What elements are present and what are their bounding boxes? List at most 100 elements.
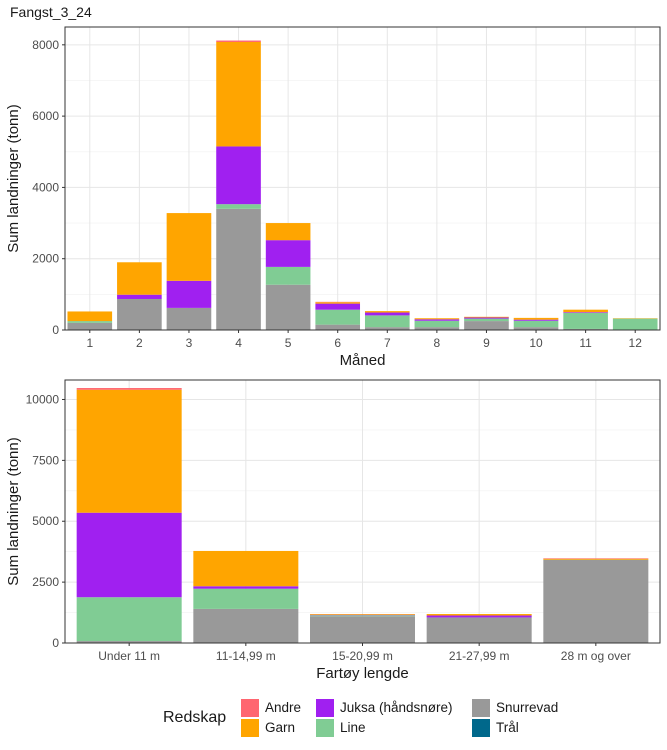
bar-segment xyxy=(117,262,162,295)
x-tick-label: 8 xyxy=(434,336,441,350)
bar-segment xyxy=(364,312,410,316)
x-axis-title: Fartøy lengde xyxy=(316,665,409,682)
bar-segment xyxy=(166,307,212,330)
x-tick-label: 5 xyxy=(285,336,292,350)
bar-segment xyxy=(414,318,460,320)
y-tick-label: 8000 xyxy=(32,38,59,52)
x-tick-label: 9 xyxy=(483,336,490,350)
bar-segment xyxy=(364,315,410,328)
bar-segment xyxy=(193,586,299,589)
bar-segment xyxy=(76,597,182,642)
y-tick-label: 2000 xyxy=(32,252,59,266)
bar-segment xyxy=(76,389,182,513)
bar-segment xyxy=(513,327,559,330)
x-axis-title: Måned xyxy=(340,352,386,369)
bar-segment xyxy=(364,327,410,330)
legend-swatch xyxy=(316,719,334,737)
bar-segment xyxy=(265,284,311,330)
legend-swatch xyxy=(241,719,259,737)
bar-segment xyxy=(464,318,509,322)
y-tick-label: 10000 xyxy=(26,392,60,406)
bar-segment xyxy=(76,641,182,643)
bar-segment xyxy=(513,317,559,320)
bar-segment xyxy=(426,617,532,643)
bar-segment xyxy=(193,588,299,609)
bar-segment xyxy=(166,213,212,281)
bar-segment xyxy=(464,317,509,319)
bar-segment xyxy=(166,280,212,308)
y-axis-title: Sum landninger (tonn) xyxy=(5,104,22,252)
bar-segment xyxy=(563,328,608,330)
legend-label: Line xyxy=(340,720,366,735)
y-tick-label: 7500 xyxy=(32,453,59,467)
bar-segment xyxy=(265,240,311,267)
figure-title: Fangst_3_24 xyxy=(10,4,92,20)
bar-segment xyxy=(315,309,361,325)
legend-label: Andre xyxy=(265,700,301,715)
bar-segment xyxy=(216,40,261,42)
bar-segment xyxy=(513,319,559,321)
x-tick-label: 28 m og over xyxy=(561,649,631,663)
bar-segment xyxy=(117,294,162,299)
legend-swatch xyxy=(472,719,490,737)
legend-label: Snurrevad xyxy=(496,700,558,715)
y-axis-title: Sum landninger (tonn) xyxy=(5,437,22,585)
bar-segment xyxy=(364,311,410,313)
x-tick-label: 3 xyxy=(186,336,193,350)
plot-background xyxy=(65,27,660,330)
x-tick-label: 4 xyxy=(235,336,242,350)
chart-panel-2: 0 2500 5000 7500 10000 Under 11 m 11-14,99 m 15… xyxy=(5,379,661,682)
bar-segment xyxy=(216,41,261,147)
legend-swatch xyxy=(241,699,259,717)
y-tick-label: 0 xyxy=(52,636,59,650)
bar-segment xyxy=(117,298,162,330)
x-tick-label: 7 xyxy=(384,336,391,350)
x-tick-label: 15-20,99 m xyxy=(332,649,393,663)
legend: Redskap Andre Garn Juksa (håndsnøre) Line Snu… xyxy=(163,699,558,737)
x-tick-label: 10 xyxy=(529,336,543,350)
x-tick-label: 11 xyxy=(579,336,592,350)
bar-segment xyxy=(265,266,311,285)
bar-segment xyxy=(76,388,182,390)
bar-segment xyxy=(414,319,460,321)
bar-segment xyxy=(67,311,113,322)
bar-segment xyxy=(414,320,460,328)
bar-segment xyxy=(612,318,658,330)
bar-segment xyxy=(543,559,649,643)
y-tick-label: 0 xyxy=(52,323,59,337)
x-tick-label: 12 xyxy=(629,336,643,350)
bar-segment xyxy=(265,223,311,241)
bar-segment xyxy=(563,312,608,313)
legend-swatch xyxy=(472,699,490,717)
legend-label: Garn xyxy=(265,720,295,735)
x-tick-label: 2 xyxy=(136,336,143,350)
bar-segment xyxy=(310,615,415,617)
bar-segment xyxy=(67,321,113,323)
x-tick-label: 1 xyxy=(86,336,93,350)
x-tick-label: 21-27,99 m xyxy=(449,649,510,663)
bar-segment xyxy=(513,320,559,328)
bar-segment xyxy=(464,316,509,318)
legend-label: Trål xyxy=(496,720,519,735)
bar-segment xyxy=(543,558,649,560)
bar-segment xyxy=(310,616,415,643)
legend-swatch xyxy=(316,699,334,717)
x-tick-label: Under 11 m xyxy=(98,649,160,663)
bar-segment xyxy=(315,302,361,304)
legend-label: Juksa (håndsnøre) xyxy=(340,700,453,715)
bar-segment xyxy=(310,614,415,615)
plot-border xyxy=(64,26,661,331)
bar-segment xyxy=(216,146,261,205)
bar-segment xyxy=(426,615,532,618)
bar-segment xyxy=(563,309,608,313)
bar-segment xyxy=(426,614,532,616)
bar-segment xyxy=(76,512,182,598)
bar-segment xyxy=(216,208,261,330)
bar-segment xyxy=(315,303,361,310)
y-tick-label: 6000 xyxy=(32,109,59,123)
bar-segment xyxy=(315,324,361,330)
legend-title: Redskap xyxy=(163,709,226,726)
